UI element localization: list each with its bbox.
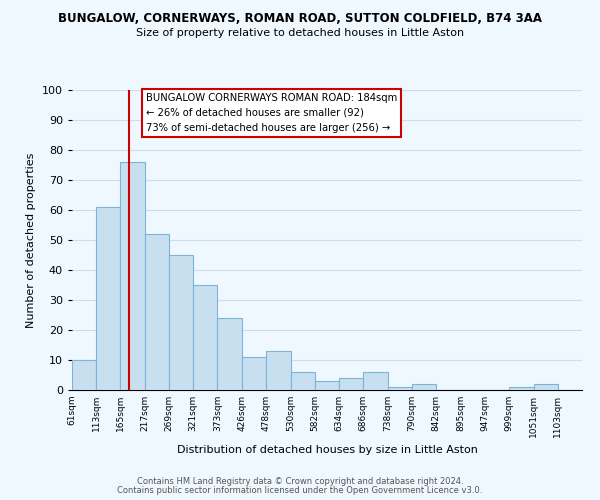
Bar (509, 387, 533, 390)
Bar (96, 207, 121, 390)
Bar (388, 387, 412, 390)
Bar (290, 372, 315, 390)
Bar (364, 372, 388, 390)
Y-axis label: Number of detached properties: Number of detached properties (26, 152, 37, 328)
Text: Contains public sector information licensed under the Open Government Licence v3: Contains public sector information licen… (118, 486, 482, 495)
X-axis label: Distribution of detached houses by size in Little Aston: Distribution of detached houses by size … (176, 446, 478, 456)
Bar (315, 381, 339, 390)
Text: BUNGALOW CORNERWAYS ROMAN ROAD: 184sqm
← 26% of detached houses are smaller (92): BUNGALOW CORNERWAYS ROMAN ROAD: 184sqm ←… (146, 93, 397, 132)
Text: Size of property relative to detached houses in Little Aston: Size of property relative to detached ho… (136, 28, 464, 38)
Text: Contains HM Land Registry data © Crown copyright and database right 2024.: Contains HM Land Registry data © Crown c… (137, 477, 463, 486)
Bar (242, 357, 266, 390)
Bar (533, 384, 558, 390)
Bar (193, 285, 217, 390)
Bar (121, 162, 145, 390)
Bar (339, 378, 364, 390)
Bar (72, 360, 96, 390)
Bar (169, 255, 193, 390)
Text: BUNGALOW, CORNERWAYS, ROMAN ROAD, SUTTON COLDFIELD, B74 3AA: BUNGALOW, CORNERWAYS, ROMAN ROAD, SUTTON… (58, 12, 542, 26)
Bar (412, 384, 436, 390)
Bar (145, 234, 169, 390)
Bar (266, 351, 290, 390)
Bar (217, 318, 242, 390)
